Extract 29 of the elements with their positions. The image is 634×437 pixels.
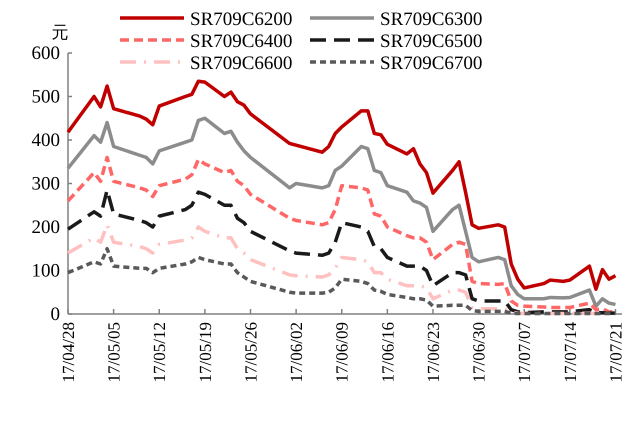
x-tick-label: 17/07/07 xyxy=(515,322,534,382)
x-tick-label: 17/06/16 xyxy=(378,322,398,382)
x-tick-label: 17/04/28 xyxy=(59,322,78,382)
y-tick-label: 300 xyxy=(32,174,60,194)
y-tick-label: 400 xyxy=(32,130,60,151)
legend-label: SR709C6600 xyxy=(190,53,292,74)
y-tick-label: 500 xyxy=(32,86,60,108)
legend-label: SR709C6500 xyxy=(380,31,482,52)
legend-label: SR709C6400 xyxy=(190,31,292,52)
legend-label: SR709C6200 xyxy=(190,9,292,30)
x-tick-label: 17/07/21 xyxy=(606,322,626,382)
x-tick-label: 17/06/30 xyxy=(470,322,489,382)
line-series xyxy=(66,247,618,316)
x-tick-label: 17/05/26 xyxy=(241,322,260,382)
x-tick-label: 17/05/05 xyxy=(104,322,124,382)
x-tick-label: 17/06/02 xyxy=(287,322,306,382)
y-axis-title: 元 xyxy=(52,23,68,42)
legend-label: SR709C6300 xyxy=(380,9,482,30)
x-tick-label: 17/05/12 xyxy=(150,322,170,382)
y-tick-label: 600 xyxy=(32,43,60,64)
legend-label: SR709C6700 xyxy=(380,53,482,74)
x-tick-label: 17/06/09 xyxy=(332,322,352,382)
x-tick-label: 17/06/23 xyxy=(424,322,443,382)
y-tick-label: 0 xyxy=(50,304,60,325)
x-tick-label: 17/05/19 xyxy=(196,322,215,382)
x-tick-label: 17/07/14 xyxy=(560,322,580,382)
y-tick-label: 100 xyxy=(32,260,60,282)
line-series xyxy=(66,188,618,315)
y-tick-label: 200 xyxy=(32,217,60,238)
